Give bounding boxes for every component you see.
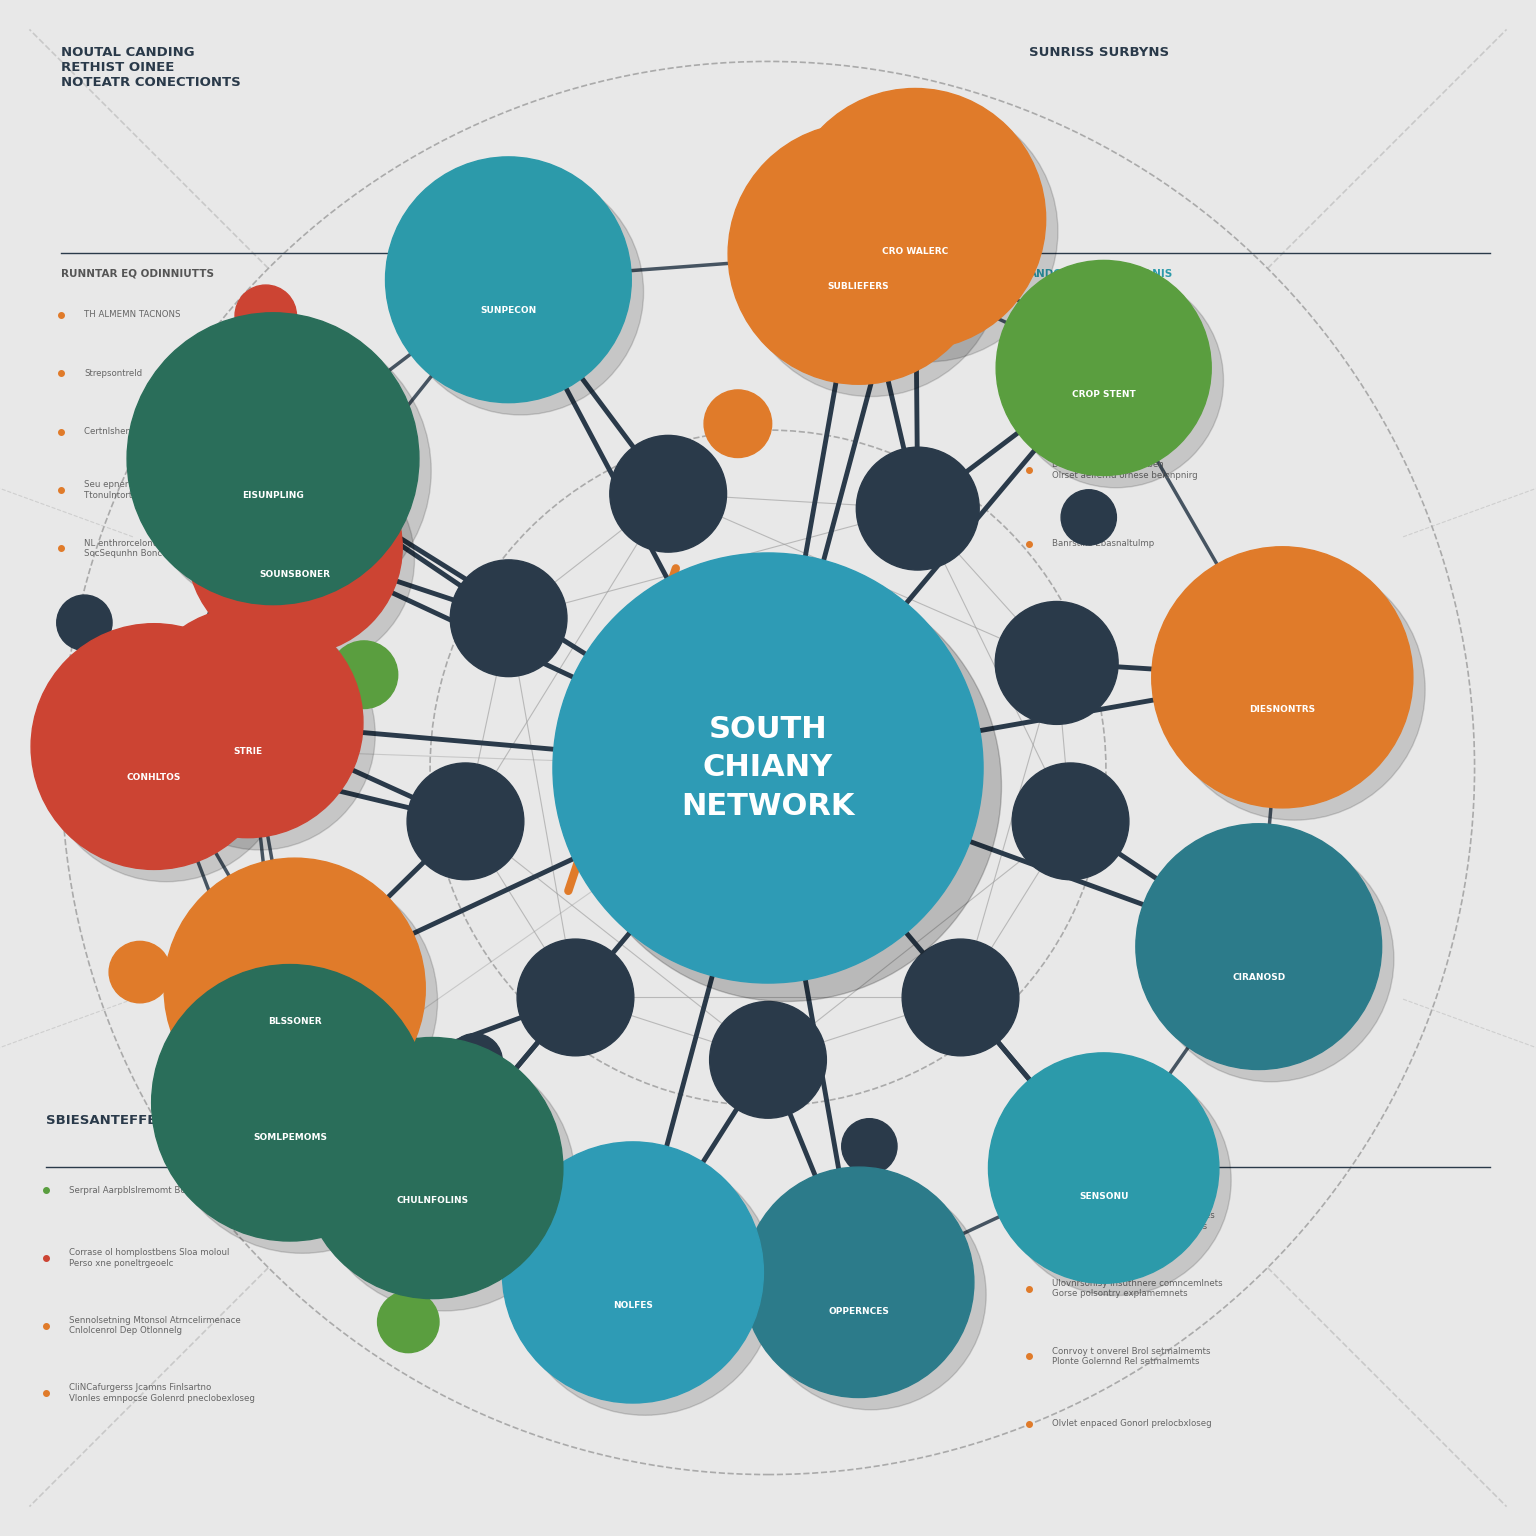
Circle shape	[330, 641, 398, 708]
Circle shape	[152, 965, 429, 1241]
Circle shape	[398, 169, 644, 415]
Circle shape	[995, 602, 1118, 725]
Text: CRO WALERC: CRO WALERC	[882, 247, 948, 257]
Circle shape	[177, 871, 438, 1132]
Text: Strepsontreld: Strepsontreld	[84, 369, 143, 378]
Text: SUNPECON: SUNPECON	[481, 306, 536, 315]
Circle shape	[200, 452, 415, 667]
Circle shape	[447, 1034, 502, 1089]
Circle shape	[842, 1118, 897, 1174]
Circle shape	[1012, 763, 1129, 880]
Circle shape	[703, 390, 771, 458]
Circle shape	[728, 123, 989, 384]
Circle shape	[1061, 490, 1117, 545]
Text: CROP STENT: CROP STENT	[1072, 390, 1135, 399]
Circle shape	[144, 619, 375, 849]
Circle shape	[1164, 559, 1425, 820]
Text: STRIE: STRIE	[233, 746, 263, 756]
Circle shape	[553, 553, 983, 983]
Text: Certnlshen Clomnit oul emphgloschen: Certnlshen Clomnit oul emphgloschen	[84, 427, 250, 436]
Text: OPPERNCES: OPPERNCES	[828, 1307, 889, 1316]
Circle shape	[743, 1167, 974, 1398]
Circle shape	[710, 1001, 826, 1118]
Circle shape	[301, 1037, 562, 1298]
Circle shape	[127, 313, 419, 605]
Circle shape	[989, 1052, 1220, 1283]
Circle shape	[502, 1141, 763, 1402]
Circle shape	[109, 942, 170, 1003]
Text: Donsnheclorvd partchben
Olrset aelfernd ornese belonpnirg: Donsnheclorvd partchben Olrset aelfernd …	[1052, 461, 1198, 479]
Circle shape	[31, 624, 276, 869]
Text: EISUNPLING: EISUNPLING	[243, 490, 304, 499]
Circle shape	[386, 157, 631, 402]
Circle shape	[407, 763, 524, 880]
Text: Cumrscinnent T elnterornachnd
Blecoldesle Jenmtdens: Cumrscinnent T elnterornachnd Blecoldesl…	[1052, 313, 1189, 332]
Circle shape	[313, 1049, 574, 1310]
Circle shape	[450, 561, 567, 677]
Circle shape	[378, 1292, 439, 1353]
Circle shape	[756, 1180, 986, 1410]
Text: SOMLPEMOMS: SOMLPEMOMS	[253, 1134, 327, 1141]
Circle shape	[997, 261, 1212, 476]
Circle shape	[856, 447, 980, 570]
Text: Conrvoy t onverel Brol setmalmemts
Plonte Golernnd Rel setmalmemts: Conrvoy t onverel Brol setmalmemts Plont…	[1052, 1347, 1210, 1366]
Text: CliNCafurgerss Jcamns Finlsartno
Vlonles emnpocse Golenrd pneclobexloseg: CliNCafurgerss Jcamns Finlsartno Vlonles…	[69, 1384, 255, 1402]
Text: NOLFES: NOLFES	[613, 1301, 653, 1310]
Text: Olvlet enpaced Gonorl prelocbxloseg: Olvlet enpaced Gonorl prelocbxloseg	[1052, 1419, 1212, 1428]
Text: Oplent ol exnerntoinnse orcstimentes
Jtnormsunlre polticry consolminetes: Oplent ol exnerntoinnse orcstimentes Jtn…	[1052, 1212, 1215, 1230]
Circle shape	[785, 89, 1046, 350]
Text: NL enthrorcelonuclonmentsrens
SocSequnhn Boncempes: NL enthrorcelonuclonmentsrens SocSequnhn…	[84, 539, 223, 558]
Circle shape	[235, 286, 296, 347]
Circle shape	[1009, 273, 1224, 488]
Circle shape	[164, 859, 425, 1120]
Circle shape	[140, 326, 432, 617]
Circle shape	[902, 938, 1018, 1055]
Text: ANDORNMAXVDACALNIS: ANDORNMAXVDACALNIS	[1029, 269, 1174, 280]
Circle shape	[797, 101, 1058, 362]
Text: RUNNTAR EQ ODINNIUTTS: RUNNTAR EQ ODINNIUTTS	[61, 269, 215, 280]
Text: Ulovnrsonlsy insuthnere comncemlnets
Gorse polsontry explamemnets: Ulovnrsonlsy insuthnere comncemlnets Gor…	[1052, 1279, 1223, 1298]
Circle shape	[610, 435, 727, 551]
Circle shape	[187, 439, 402, 654]
Circle shape	[518, 938, 634, 1055]
Text: Banrstins Ebasnaltulmp: Banrstins Ebasnaltulmp	[1052, 539, 1155, 548]
Text: Suproconrit erecting lunt dendstien
Elsonmersint blocktinge Sonmpors: Suproconrit erecting lunt dendstien Elso…	[1052, 387, 1206, 406]
Text: DIESNONTRS: DIESNONTRS	[1249, 705, 1315, 714]
Circle shape	[43, 636, 289, 882]
Text: SUBLIEFERS: SUBLIEFERS	[828, 281, 889, 290]
Circle shape	[1152, 547, 1413, 808]
Text: NOUTAL CANDING
RETHIST OINEE
NOTEATR CONECTIONTS: NOUTAL CANDING RETHIST OINEE NOTEATR CON…	[61, 46, 241, 89]
Text: Sennolsetning Mtonsol Atrncelirmenace
Cnlolcenrol Dep Otlonnelg: Sennolsetning Mtonsol Atrncelirmenace Cn…	[69, 1316, 241, 1335]
Text: SENSONU: SENSONU	[1078, 1192, 1129, 1201]
Circle shape	[1135, 823, 1381, 1069]
Text: CIRANOSD: CIRANOSD	[1232, 972, 1286, 982]
Text: CHULNFOLINS: CHULNFOLINS	[396, 1197, 468, 1206]
Circle shape	[515, 1154, 776, 1415]
Circle shape	[164, 977, 441, 1253]
Text: ESREKSALCUPNEIDHIP: ESREKSALCUPNEIDHIP	[1029, 1114, 1198, 1126]
Text: SOUTH
CHIANY
NETWORK: SOUTH CHIANY NETWORK	[682, 716, 854, 820]
Circle shape	[57, 594, 112, 650]
Circle shape	[1001, 1064, 1232, 1295]
Circle shape	[132, 607, 362, 837]
Text: Serpral Aarpblslremomt Borstc: Serpral Aarpblslremomt Borstc	[69, 1186, 201, 1195]
Text: SUNRISS SURBYNS: SUNRISS SURBYNS	[1029, 46, 1169, 58]
Text: SOUNSBONER: SOUNSBONER	[260, 570, 330, 579]
Text: SBIESANTEFFETS: SBIESANTEFFETS	[46, 1114, 175, 1126]
Circle shape	[740, 135, 1001, 396]
Text: BLSSONER: BLSSONER	[267, 1017, 321, 1026]
Text: TH ALMEMN TACNONS: TH ALMEMN TACNONS	[84, 310, 181, 319]
Text: Seu epnertunrctucen (Deso-ceena
Ttonulntortions (onsel aneg): Seu epnertunrctucen (Deso-ceena Ttonulnt…	[84, 481, 233, 499]
Text: EALICONRY JONRNCS: EALICONRY JONRNCS	[1029, 1186, 1152, 1197]
Text: CONHLTOS: CONHLTOS	[127, 773, 181, 782]
Circle shape	[1147, 836, 1393, 1081]
Circle shape	[571, 571, 1001, 1001]
Text: Corrase ol homplostbens Sloa moloul
Perso xne poneltrgeoelc: Corrase ol homplostbens Sloa moloul Pers…	[69, 1249, 229, 1267]
Circle shape	[590, 1304, 645, 1359]
